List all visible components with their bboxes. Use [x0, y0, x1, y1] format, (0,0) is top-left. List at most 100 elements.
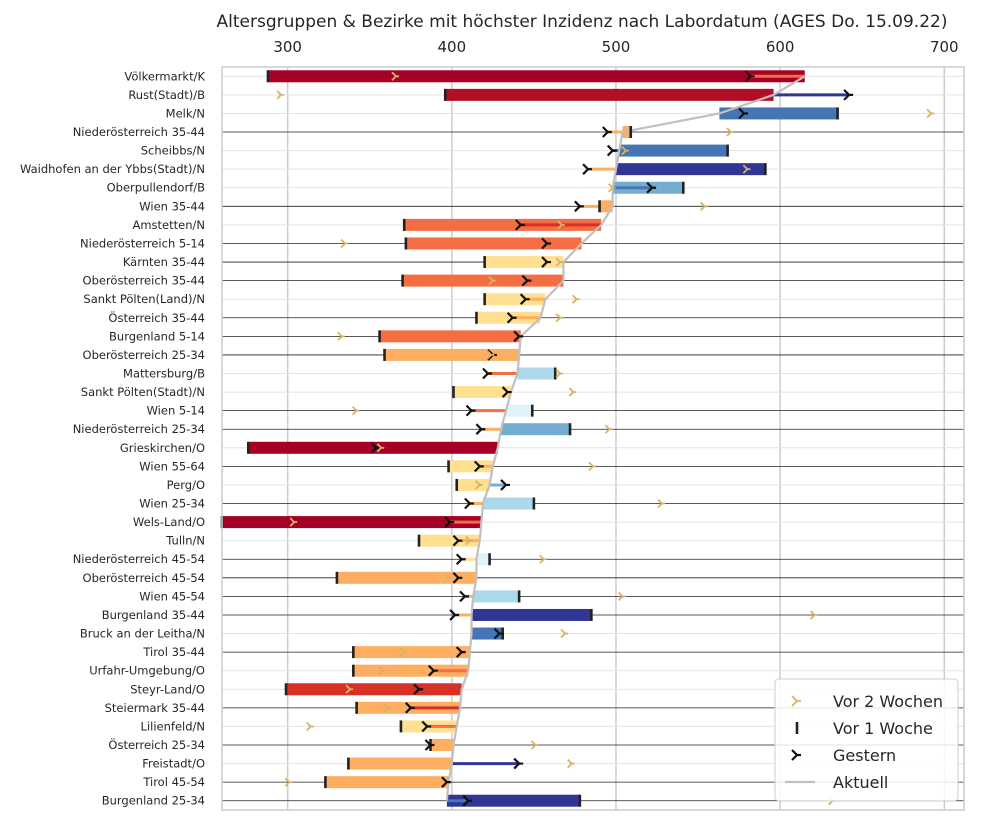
y-label-osterreich-25-34: Österreich 25-34 [108, 736, 205, 752]
marker-w2-wien-55-64 [588, 461, 596, 471]
marker-yd-perg-o [500, 479, 510, 491]
x-tick-label-400: 400 [438, 38, 467, 56]
marker-yd-oberpullendorf-b [646, 181, 657, 194]
legend-label-yd: Gestern [833, 746, 896, 765]
marker-w2-wien-45-54 [617, 591, 626, 602]
legend-box [774, 678, 959, 802]
marker-w2-melk-n [926, 108, 935, 119]
y-label-burgenland-35-44: Burgenland 35-44 [102, 608, 205, 622]
y-label-sankt-polten-stadt-n: Sankt Pölten(Stadt)/N [81, 385, 205, 399]
plot-frame [221, 66, 965, 811]
current-line-layer [445, 75, 806, 801]
marker-w2-burgenland-5-14 [337, 331, 345, 341]
marker-w2-sankt-polten-stadt-n [568, 387, 577, 397]
marker-yd-tulln-n [452, 534, 463, 547]
bar-rust-stadt-b [445, 88, 774, 101]
y-label-niederosterreich-5-14: Niederösterreich 5-14 [80, 236, 205, 250]
bar-amstetten-n [404, 218, 602, 231]
marker-w2-niederosterreich-45-54 [539, 554, 547, 564]
y-label-rust-stadt-b: Rust(Stadt)/B [128, 88, 205, 102]
marker-yd-wien-25-34 [464, 497, 474, 510]
marker-yd-mattersburg-b [482, 367, 492, 380]
y-label-urfahr-umgebung-o: Urfahr-Umgebung/O [89, 664, 205, 678]
y-label-wien-55-64: Wien 55-64 [139, 459, 205, 473]
bar-sankt-polten-stadt-n [453, 386, 511, 399]
marker-w2-karnten-35-44 [555, 257, 564, 267]
y-label-tirol-35-44: Tirol 35-44 [142, 645, 205, 659]
marker-w2-freistadt-o [567, 758, 575, 769]
y-label-osterreich-35-44: Österreich 35-44 [108, 309, 205, 325]
y-label-tirol-45-54: Tirol 45-54 [142, 775, 205, 789]
marker-w2-oberpullendorf-b [608, 183, 616, 193]
x-axis-ticks: 300 400 500 600 700 [273, 38, 958, 56]
x-tick-label-600: 600 [766, 38, 795, 56]
legend-symbol-w2 [791, 695, 801, 707]
marker-w2-lilienfeld-n [306, 721, 314, 732]
legend-label-cur: Aktuell [833, 773, 888, 792]
marker-w2-tirol-45-54 [284, 777, 293, 787]
marker-w2-grieskirchen-o [376, 443, 385, 453]
marker-yd-karnten-35-44 [541, 256, 552, 268]
y-label-oberosterreich-25-34: Oberösterreich 25-34 [83, 348, 205, 362]
y-label-amstetten-n: Amstetten/N [132, 218, 205, 232]
marker-w2-oberosterreich-25-34 [486, 350, 495, 360]
y-label-perg-o: Perg/O [167, 478, 205, 492]
marker-yd-oberosterreich-35-44 [521, 274, 532, 287]
marker-yd-sankt-polten-land-n [519, 293, 530, 305]
marker-w2-steyr-land-o [345, 684, 354, 694]
bar-niederosterreich-45-54 [476, 553, 490, 566]
y-label-wien-5-14: Wien 5-14 [147, 404, 205, 418]
bar-tirol-45-54 [325, 776, 449, 789]
marker-w2-tirol-35-44 [399, 647, 408, 657]
bar-burgenland-35-44 [471, 608, 592, 621]
marker-yd-oberosterreich-45-54 [452, 572, 463, 584]
x-tick-label-500: 500 [602, 38, 631, 56]
marker-w2-scheibbs-n [621, 145, 629, 156]
y-label-niederosterreich-35-44: Niederösterreich 35-44 [73, 125, 205, 139]
bar-tirol-35-44 [353, 646, 470, 659]
marker-w2-osterreich-25-34 [530, 740, 539, 750]
marker-yd-wien-35-44 [574, 200, 584, 213]
marker-w2-niederosterreich-35-44 [726, 127, 734, 137]
bar-burgenland-5-14 [379, 330, 521, 343]
marker-w2-waidhofen-an-der-ybbs-stadt-n [742, 164, 751, 174]
marker-w2-mattersburg-b [555, 368, 564, 379]
marker-w2-bruck-an-der-leitha-n [560, 628, 569, 639]
marker-w2-wien-25-34 [657, 498, 665, 509]
marker-w2-niederosterreich-5-14 [340, 238, 349, 249]
bar-niederosterreich-5-14 [405, 237, 582, 250]
marker-w2-volkermarkt-k [391, 71, 400, 81]
y-label-melk-n: Melk/N [166, 106, 205, 120]
bar-wien-45-54 [473, 590, 520, 603]
marker-yd-bruck-an-der-leitha-n [493, 627, 504, 640]
marker-w2-wien-5-14 [351, 406, 360, 416]
marker-yd-tirol-35-44 [455, 646, 466, 658]
marker-yd-rust-stadt-b [843, 89, 854, 101]
legend-label-w2: Vor 2 Wochen [833, 692, 943, 711]
y-label-burgenland-25-34: Burgenland 25-34 [102, 794, 205, 808]
y-label-steyr-land-o: Steyr-Land/O [130, 682, 205, 696]
marker-yd-burgenland-5-14 [513, 330, 524, 343]
y-label-lilienfeld-n: Lilienfeld/N [141, 719, 205, 733]
y-label-karnten-35-44: Kärnten 35-44 [123, 255, 205, 269]
marker-yd-grieskirchen-o [370, 442, 381, 454]
y-label-scheibbs-n: Scheibbs/N [141, 144, 205, 158]
legend: Vor 2 Wochen Vor 1 Woche Gestern Aktuell [774, 678, 959, 802]
y-label-wien-25-34: Wien 25-34 [139, 497, 205, 511]
marker-yd-amstetten-n [514, 219, 525, 231]
bar-wien-25-34 [483, 497, 534, 510]
marker-w2-burgenland-35-44 [809, 610, 818, 620]
bars-layer [222, 70, 850, 807]
marker-yd-wien-45-54 [459, 590, 469, 603]
x-tick-label-300: 300 [273, 38, 302, 56]
marker-w2-amstetten-n [557, 220, 565, 230]
bar-oberosterreich-45-54 [336, 571, 477, 584]
legend-symbol-yd [791, 749, 801, 761]
y-label-volkermarkt-k: Völkermarkt/K [124, 69, 205, 83]
marker-yd-freistadt-o [513, 757, 524, 770]
y-label-bruck-an-der-leitha-n: Bruck an der Leitha/N [80, 627, 205, 641]
marker-yd-niederosterreich-35-44 [601, 126, 612, 138]
bar-melk-n [719, 107, 838, 120]
y-label-steiermark-35-44: Steiermark 35-44 [105, 701, 205, 715]
marker-w2-steiermark-35-44 [383, 703, 391, 713]
